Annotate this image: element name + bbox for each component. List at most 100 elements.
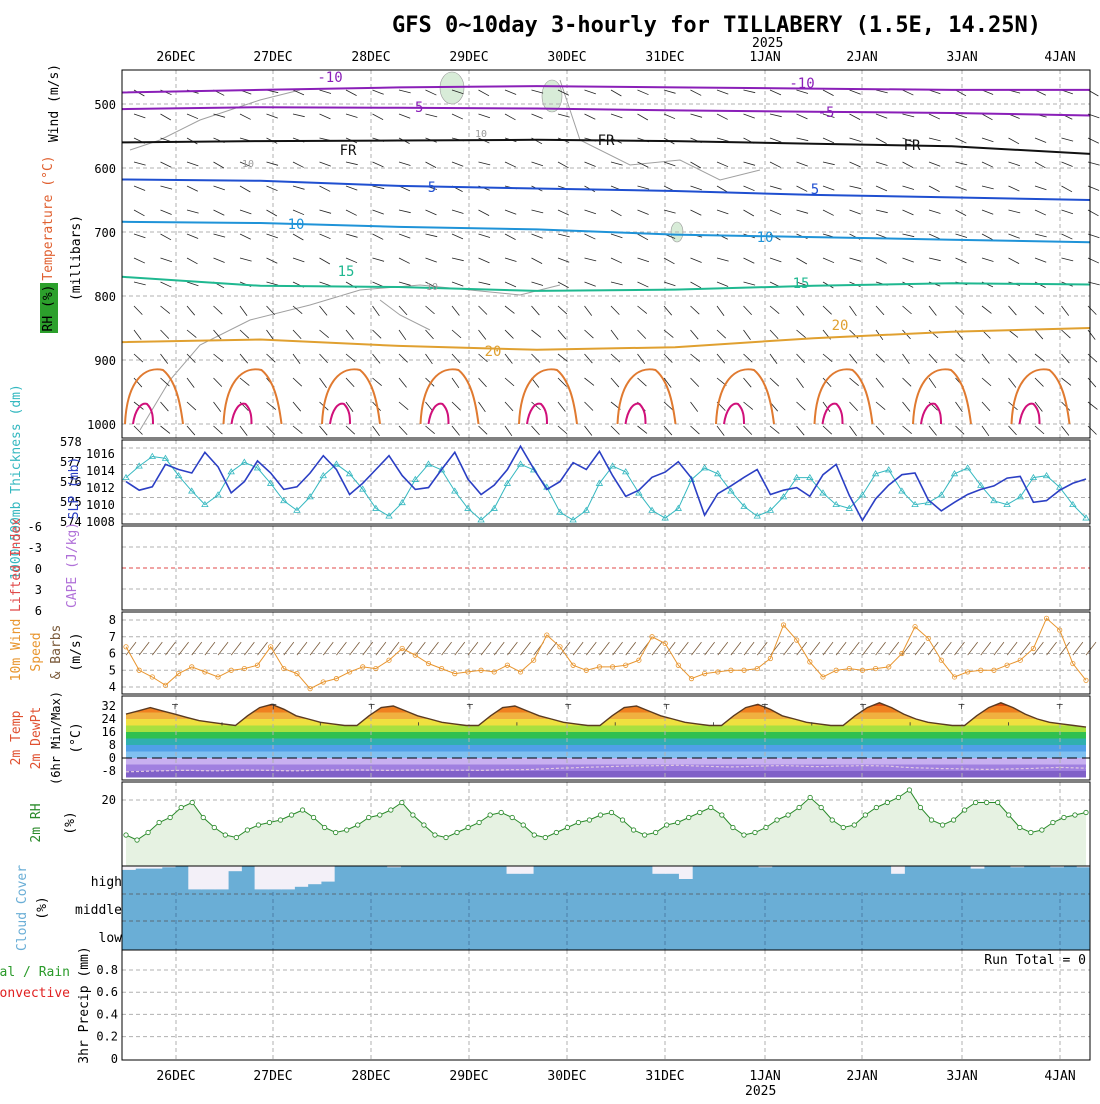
upper-wind-barb [955,257,967,264]
temp-tick-label: -8 [102,764,116,778]
upper-wind-barb [557,113,570,118]
upper-wind-barb [319,305,328,316]
upper-wind-barb [239,233,251,240]
rh-point [344,827,350,833]
slp-line [125,444,1087,523]
upper-wind-barb [425,425,435,435]
wind10-barb [901,641,913,656]
upper-wind-barb [875,377,884,388]
upper-wind-barb [610,233,623,239]
upper-wind-barb [319,353,328,364]
wind10-barb [309,641,321,656]
upper-wind-barb [398,401,409,411]
upper-wind-barb [902,233,915,238]
thickness-point [911,500,919,507]
temp-band [126,758,1086,765]
upper-wind-barb [849,137,862,142]
upper-wind-barb [133,425,143,435]
wind10-barb [270,641,281,656]
upper-wind-barb [955,137,967,144]
wind10-point [938,657,944,663]
wind10-barb [625,641,637,656]
wind10-ylabel-4: (m/s) [69,632,84,671]
wind10-barb [927,641,939,656]
upper-wind-barb [478,161,491,166]
upper-wind-barb [557,401,566,412]
thickness-point [477,516,485,523]
isotherm-FR [121,138,1091,155]
wind10-barb [362,641,374,656]
upper-wind-barb [584,305,593,316]
wind10-point [1030,645,1036,652]
rh-point [752,829,758,836]
upper-wind-barb [398,233,411,239]
upper-wind-barb [1061,233,1073,240]
top-date-label: 29DEC [449,50,488,65]
top-date-label: 1JAN [749,50,780,65]
thickness-point [674,504,683,511]
upper-wind-barb [796,209,809,214]
wind10-barb [638,641,650,656]
contour-label: 5 [428,180,436,196]
upper-wind-barb [160,233,172,241]
wind10-barb [954,641,965,656]
upper-wind-barb [213,209,225,216]
upper-wind-barb [160,377,170,387]
upper-wind-barb [716,161,729,168]
rh-ylabel-2: (%) [63,811,78,834]
upper-wind-barb [398,89,411,94]
upper-wind-barb [292,305,303,315]
upper-ytick-label: 1000 [87,418,116,432]
contour-label: -10 [317,70,342,86]
wind10-tick-label: 8 [109,613,116,627]
rh-contour [559,79,761,181]
wind10-point [1017,657,1023,663]
cape-tick-label: -6 [28,520,42,534]
upper-wind-barb [133,257,146,264]
rh-point [255,822,262,828]
wind10-point [1004,662,1010,668]
upper-wind-barb [1034,425,1045,435]
upper-wind-barb [398,161,411,166]
upper-wind-barb [610,281,623,286]
thickness-point [1082,514,1090,521]
upper-wind-barb [319,425,328,436]
rh-point [1039,827,1045,833]
cloud-ylabel-2: (%) [35,896,50,919]
lowlevel-warm-arc [518,368,578,425]
upper-ylabel-wind: Wind (m/s) [47,64,62,142]
rh-point [818,804,824,811]
rh-point [785,812,791,818]
upper-wind-barb [1008,233,1020,239]
upper-wind-barb [186,113,199,120]
upper-wind-barb [160,161,172,168]
upper-wind-barb [769,257,782,263]
rh-point [178,804,184,811]
wind10-point [833,667,839,673]
upper-wind-barb [875,185,888,192]
upper-wind-barb [637,425,648,434]
rh-point [366,814,372,821]
wind10-barb [888,641,900,656]
upper-wind-barb [637,233,649,241]
upper-wind-barb [769,89,782,96]
top-date-label: 4JAN [1044,50,1075,65]
wind10-barb [809,641,821,656]
wind10-barb [612,641,623,656]
upper-ytick-label: 700 [94,226,116,240]
upper-wind-barb [902,185,915,190]
precip-tick-label: 0.6 [96,985,118,999]
lowlevel-warm-arc [715,368,775,425]
wind10-barb [467,641,479,656]
thickness-point [135,462,143,469]
upper-wind-barb [372,425,380,436]
upper-wind-barb [716,209,729,215]
upper-wind-barb [584,233,596,240]
wind10-point [412,652,418,658]
contour-label: FR [904,138,921,154]
wind10-barb [322,641,334,656]
thickness-point [1042,471,1051,479]
top-date-label: 31DEC [645,50,684,65]
rh-point [995,799,1001,806]
temp-band [126,725,1086,732]
